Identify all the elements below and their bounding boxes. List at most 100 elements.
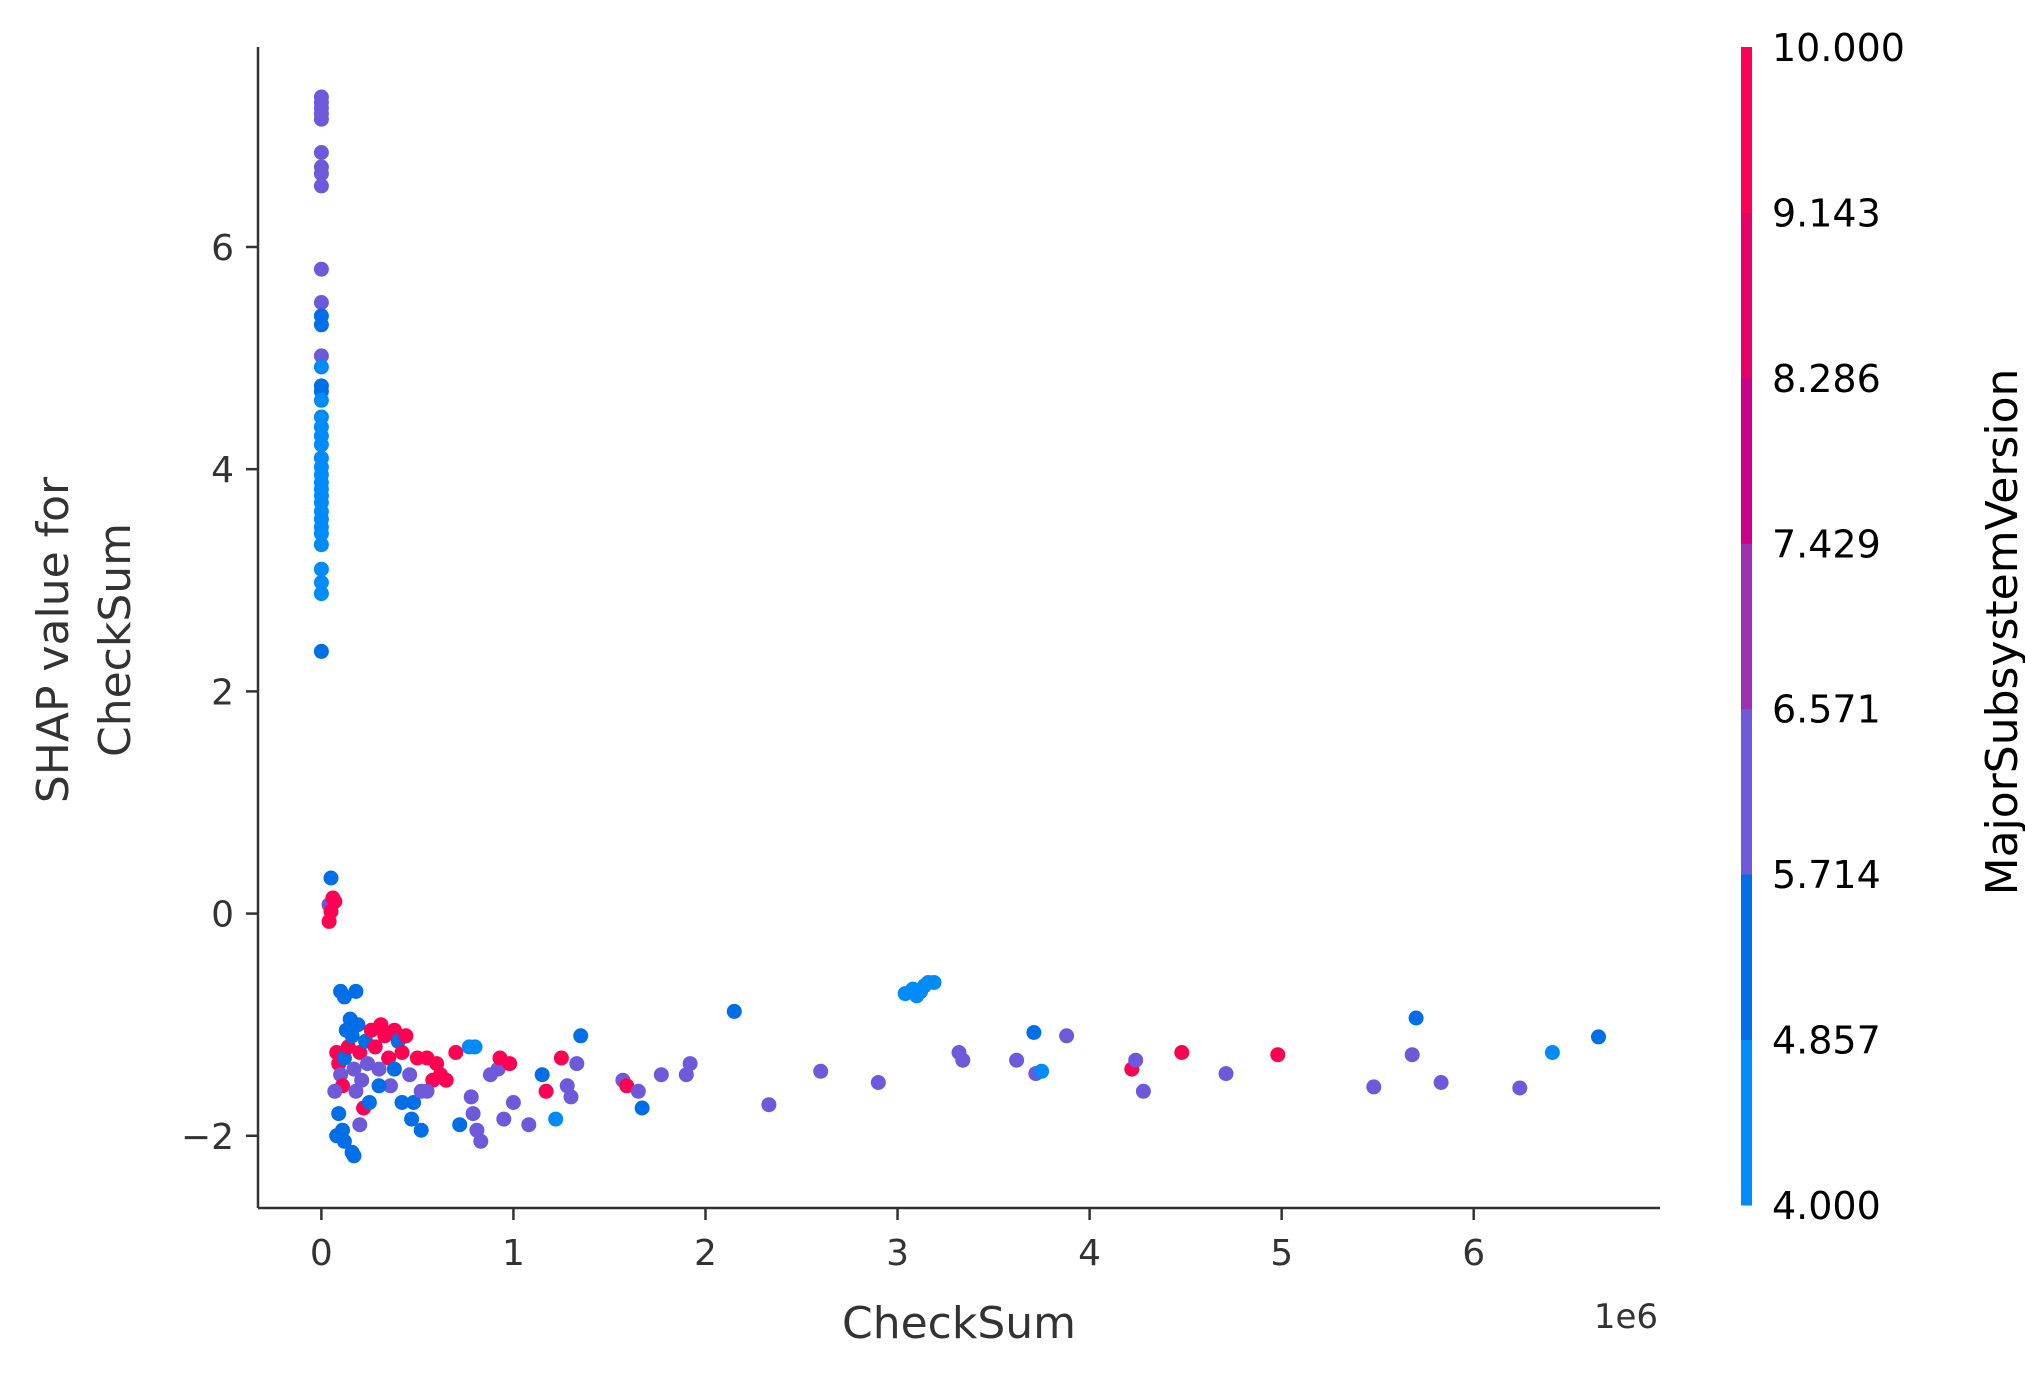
y-tick-label: 4: [211, 450, 234, 491]
data-point: [386, 1061, 402, 1077]
data-point: [371, 1078, 387, 1094]
data-point: [336, 1133, 352, 1149]
data-point: [348, 983, 364, 999]
colorbar-ticks: 10.000 9.143 8.286 7.429 6.571 5.714 4.857 4.00…: [1772, 26, 1905, 1228]
data-point: [761, 1097, 777, 1113]
data-point: [327, 1083, 343, 1099]
data-point: [313, 537, 329, 553]
x-tick-label: 1: [502, 1233, 525, 1274]
data-point: [333, 1067, 349, 1083]
data-point: [465, 1106, 481, 1122]
data-point: [619, 1078, 635, 1094]
data-point: [1026, 1025, 1042, 1040]
data-point: [313, 575, 329, 590]
points-layer: [313, 89, 1606, 1164]
data-point: [1404, 1047, 1420, 1063]
data-point: [313, 145, 329, 160]
data-point: [467, 1039, 483, 1055]
data-point: [371, 1061, 387, 1077]
colorbar-tick-label: 4.857: [1772, 1019, 1881, 1063]
data-point: [313, 295, 329, 310]
x-tick-label: 4: [1078, 1233, 1101, 1274]
data-point: [473, 1133, 489, 1149]
data-point: [361, 1095, 377, 1110]
colorbar-tick-label: 4.000: [1772, 1184, 1881, 1228]
data-point: [1059, 1028, 1075, 1044]
data-point: [413, 1122, 429, 1138]
data-point: [1174, 1045, 1190, 1060]
y-tick-label: −2: [181, 1117, 234, 1158]
data-point: [548, 1111, 564, 1127]
colorbar-band: [1741, 708, 1752, 875]
data-point: [534, 1067, 550, 1083]
y-ticks: −2 0 2 4 6: [181, 228, 258, 1158]
colorbar-band: [1741, 47, 1752, 213]
colorbar-tick-label: 7.429: [1772, 522, 1881, 566]
data-point: [1034, 1063, 1050, 1079]
data-point: [438, 1072, 454, 1088]
data-point: [1270, 1047, 1286, 1063]
axes-layer: 0 1 2 3 4 5 6 −2 0 2 4 6 CheckSum 1e6 SHAP value f…: [28, 47, 1660, 1349]
data-point: [1128, 1052, 1144, 1068]
colorbar: 10.000 9.143 8.286 7.429 6.571 5.714 4.857 4.00…: [1741, 26, 2025, 1228]
colorbar-band: [1741, 1039, 1752, 1206]
data-point: [1408, 1010, 1424, 1026]
data-point: [1135, 1083, 1151, 1099]
data-point: [394, 1045, 410, 1060]
colorbar-tick-label: 5.714: [1772, 853, 1881, 897]
data-point: [448, 1045, 464, 1060]
data-point: [321, 913, 337, 929]
colorbar-tick-label: 9.143: [1772, 191, 1881, 235]
data-point: [313, 317, 329, 333]
data-point: [313, 526, 329, 542]
y-tick-label: 0: [211, 895, 234, 936]
x-offset-label: 1e6: [1594, 1297, 1658, 1337]
data-point: [336, 989, 352, 1005]
x-ticks: 0 1 2 3 4 5 6: [310, 1208, 1485, 1274]
colorbar-tick-label: 6.571: [1772, 688, 1881, 732]
data-point: [1512, 1080, 1528, 1096]
data-point: [419, 1083, 435, 1099]
colorbar-bands: [1741, 47, 1752, 1206]
data-point: [348, 1083, 364, 1099]
colorbar-tick-label: 10.000: [1772, 26, 1905, 70]
data-point: [502, 1056, 518, 1072]
data-point: [634, 1100, 650, 1116]
data-point: [346, 1148, 362, 1164]
data-point: [350, 1017, 366, 1033]
data-point: [344, 1028, 360, 1044]
colorbar-band: [1741, 874, 1752, 1040]
data-point: [521, 1117, 537, 1133]
data-point: [313, 261, 329, 277]
data-point: [394, 1095, 410, 1110]
y-axis-title-line2: CheckSum: [90, 523, 141, 757]
data-point: [383, 1078, 398, 1094]
x-tick-label: 6: [1462, 1233, 1485, 1274]
data-point: [402, 1067, 418, 1083]
data-point: [367, 1039, 383, 1055]
data-point: [313, 359, 329, 375]
data-point: [352, 1045, 368, 1060]
data-point: [313, 643, 329, 659]
data-point: [1366, 1079, 1382, 1095]
x-axis-title: CheckSum: [842, 1298, 1076, 1349]
y-tick-label: 2: [211, 672, 234, 713]
x-tick-label: 5: [1270, 1233, 1293, 1274]
data-point: [360, 1056, 375, 1072]
data-point: [354, 1072, 370, 1088]
data-point: [331, 1106, 347, 1122]
data-point: [398, 1028, 414, 1044]
x-tick-label: 0: [310, 1233, 333, 1274]
data-point: [870, 1075, 886, 1090]
data-point: [381, 1050, 397, 1066]
data-point: [313, 586, 329, 602]
data-point: [569, 1056, 585, 1072]
data-point: [313, 348, 329, 364]
colorbar-band: [1741, 543, 1752, 710]
colorbar-title: MajorSubsystemVersion: [1977, 369, 2025, 896]
data-point: [452, 1117, 468, 1133]
data-point: [496, 1111, 512, 1127]
data-point: [313, 437, 329, 453]
data-point: [404, 1111, 420, 1127]
